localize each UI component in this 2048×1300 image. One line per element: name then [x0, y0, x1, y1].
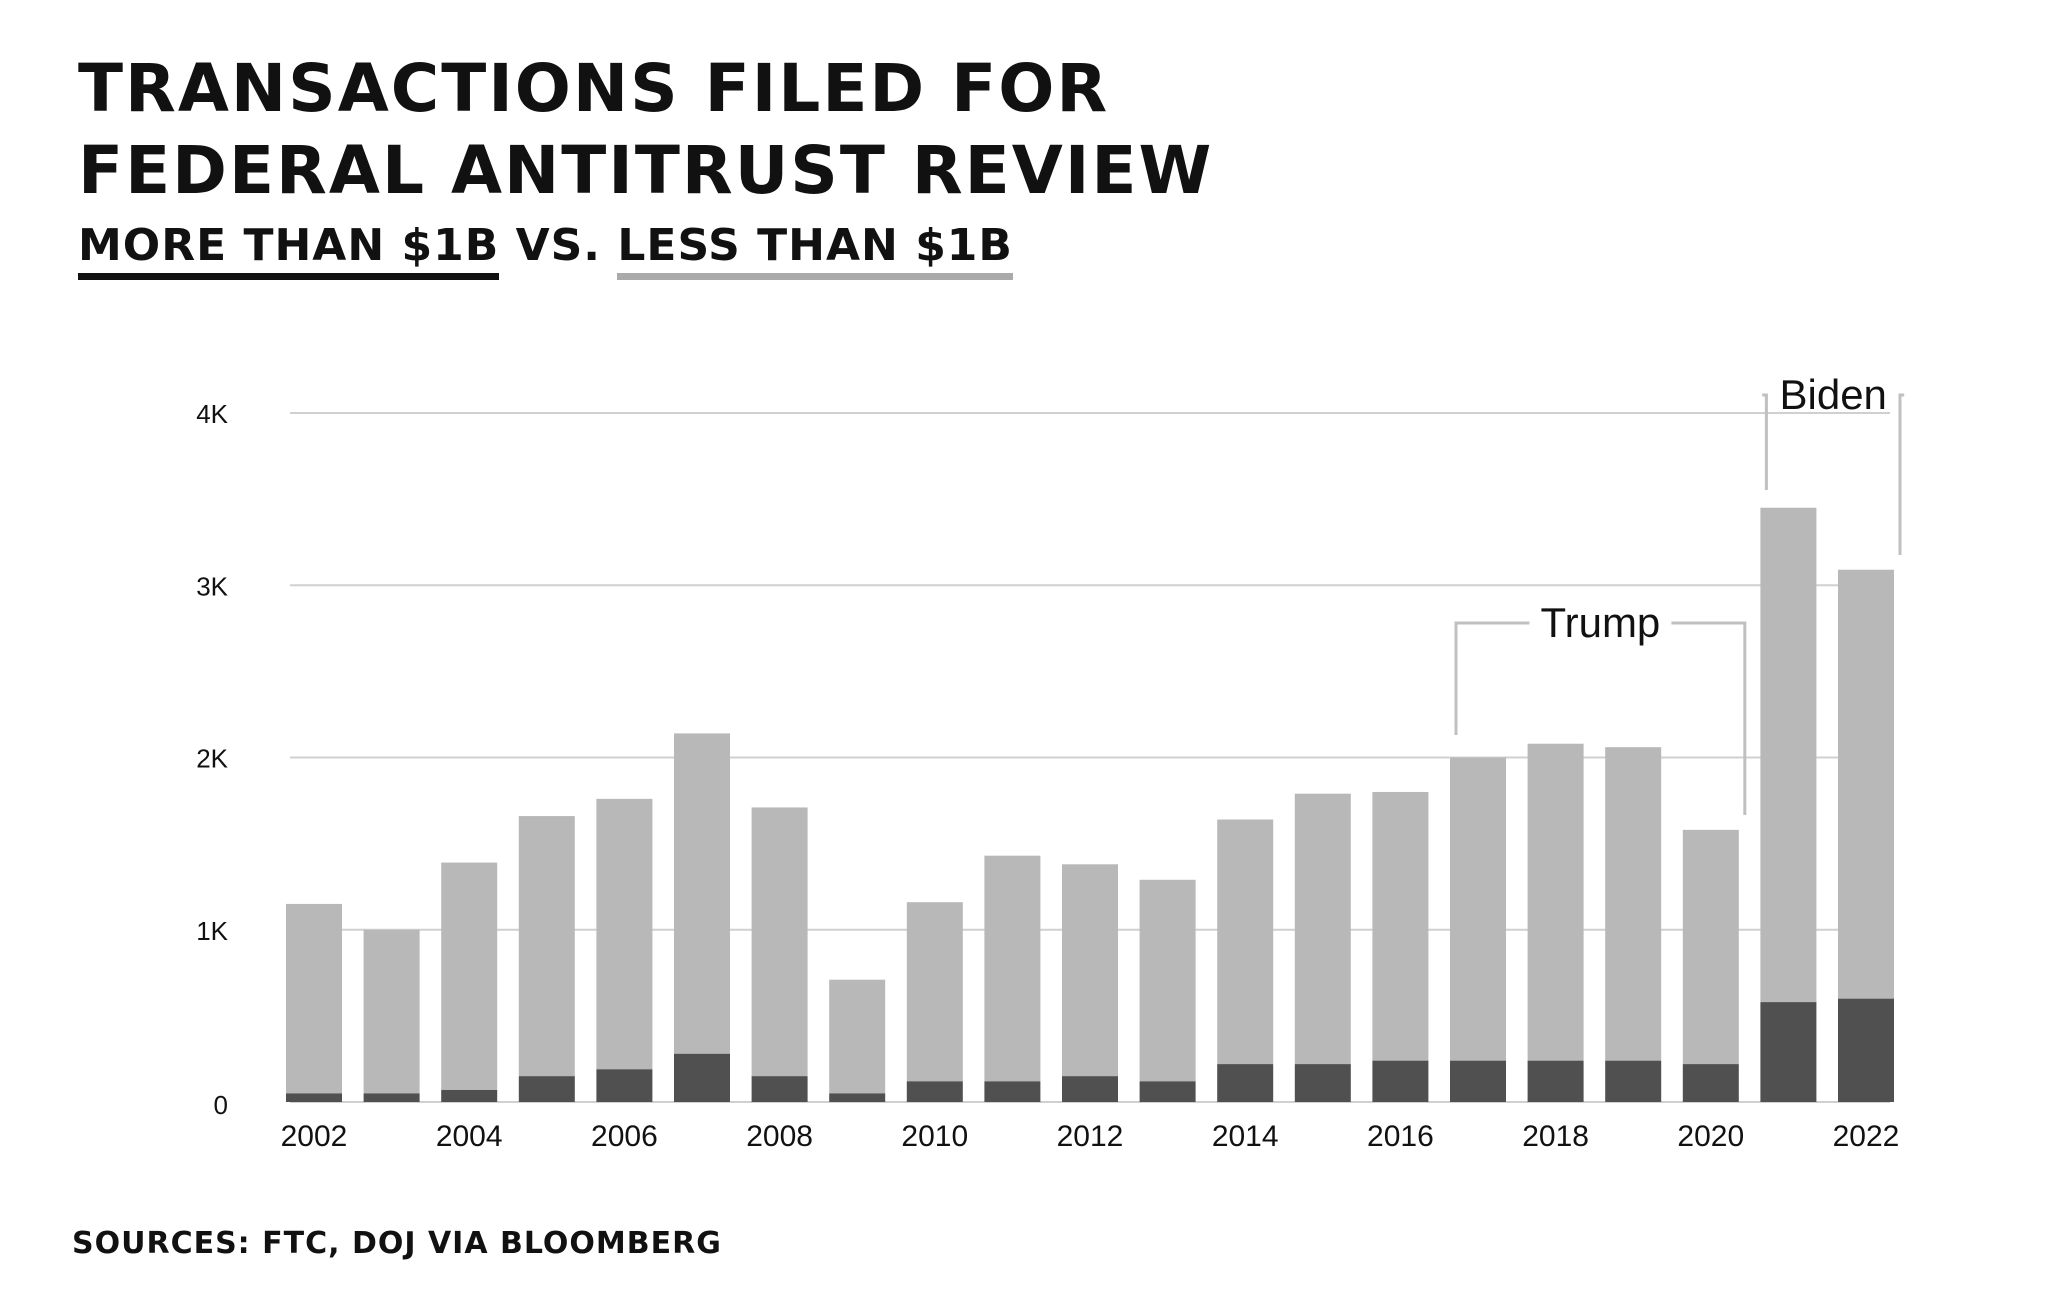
x-tick-label: 2014: [1212, 1120, 1279, 1153]
bar-under-1b-2017: [1450, 757, 1506, 1061]
x-tick-label: 2008: [746, 1120, 813, 1153]
bar-under-1b-2006: [596, 798, 653, 1070]
legend-over-1b: More than $1B: [78, 220, 500, 280]
chart-subtitle: More than $1B vs. Less than $1B: [78, 218, 1013, 280]
bar-under-1b-2015: [1294, 793, 1351, 1065]
bar-over-1b-2007: [674, 1053, 730, 1102]
y-tick-label: 0: [214, 1090, 228, 1120]
bar-under-1b-2002: [286, 903, 342, 1094]
bar-over-1b-2003: [363, 1093, 420, 1102]
bar-under-1b-2014: [1217, 819, 1274, 1065]
y-tick-label: 3K: [196, 571, 228, 601]
bar-under-1b-2018: [1527, 743, 1584, 1061]
bar-over-1b-2021: [1760, 1002, 1817, 1102]
legend-under-1b: Less than $1B: [617, 220, 1013, 280]
bar-under-1b-2012: [1062, 864, 1118, 1077]
y-tick-label: 2K: [196, 744, 228, 774]
bar-over-1b-2012: [1062, 1076, 1118, 1102]
bar-over-1b-2004: [441, 1089, 498, 1102]
bar-under-1b-2009: [829, 979, 886, 1094]
x-tick-label: 2010: [901, 1120, 968, 1153]
bar-under-1b-2008: [751, 807, 808, 1077]
bar-under-1b-2003: [363, 929, 420, 1094]
bar-over-1b-2018: [1527, 1060, 1584, 1102]
bar-over-1b-2010: [906, 1081, 963, 1102]
bar-over-1b-2011: [984, 1081, 1041, 1102]
bar-over-1b-2016: [1372, 1060, 1429, 1102]
bar-over-1b-2019: [1605, 1060, 1662, 1102]
bar-over-1b-2015: [1294, 1064, 1351, 1102]
annotation-bracket-left: [1454, 621, 1530, 735]
bar-under-1b-2013: [1139, 879, 1196, 1082]
bar-under-1b-2022: [1838, 569, 1894, 999]
x-tick-label: 2004: [436, 1120, 503, 1153]
x-tick-label: 2006: [591, 1120, 658, 1153]
annotation-bracket-right: [1898, 393, 1905, 555]
bar-over-1b-2008: [751, 1076, 808, 1102]
y-tick-label: 4K: [196, 399, 228, 429]
source-note: Sources: FTC, DOJ via Bloomberg: [72, 1226, 722, 1261]
bar-under-1b-2005: [518, 816, 575, 1077]
y-tick-label: 1K: [196, 916, 228, 946]
bar-over-1b-2006: [596, 1069, 653, 1102]
bar-over-1b-2020: [1682, 1064, 1739, 1102]
bar-under-1b-2011: [984, 855, 1041, 1082]
bar-over-1b-2014: [1217, 1064, 1274, 1102]
annotation-bracket-left: [1762, 393, 1768, 490]
bar-under-1b-2004: [441, 862, 498, 1090]
x-tick-label: 2022: [1833, 1120, 1900, 1153]
annotation-bracket-right: [1671, 621, 1747, 815]
chart-title: Transactions filed for federal antitrust…: [78, 50, 1214, 209]
annotation-label-biden: Biden: [1779, 371, 1886, 418]
bar-under-1b-2010: [906, 902, 963, 1082]
bar-over-1b-2009: [829, 1093, 886, 1102]
x-tick-label: 2012: [1057, 1120, 1124, 1153]
bar-over-1b-2013: [1139, 1081, 1196, 1102]
bar-under-1b-2021: [1760, 507, 1817, 1003]
bar-over-1b-2022: [1838, 998, 1894, 1102]
bar-under-1b-2007: [674, 733, 730, 1054]
bar-under-1b-2019: [1605, 747, 1662, 1061]
bar-under-1b-2016: [1372, 791, 1429, 1061]
legend-separator: vs.: [499, 220, 618, 271]
bar-under-1b-2020: [1682, 829, 1739, 1065]
x-tick-label: 2002: [281, 1120, 348, 1153]
bar-over-1b-2017: [1450, 1060, 1506, 1102]
annotation-label-trump: Trump: [1541, 599, 1661, 646]
bar-over-1b-2005: [518, 1076, 575, 1102]
x-tick-label: 2018: [1522, 1120, 1589, 1153]
x-tick-label: 2016: [1367, 1120, 1434, 1153]
x-tick-label: 2020: [1677, 1120, 1744, 1153]
bar-over-1b-2002: [286, 1093, 342, 1102]
